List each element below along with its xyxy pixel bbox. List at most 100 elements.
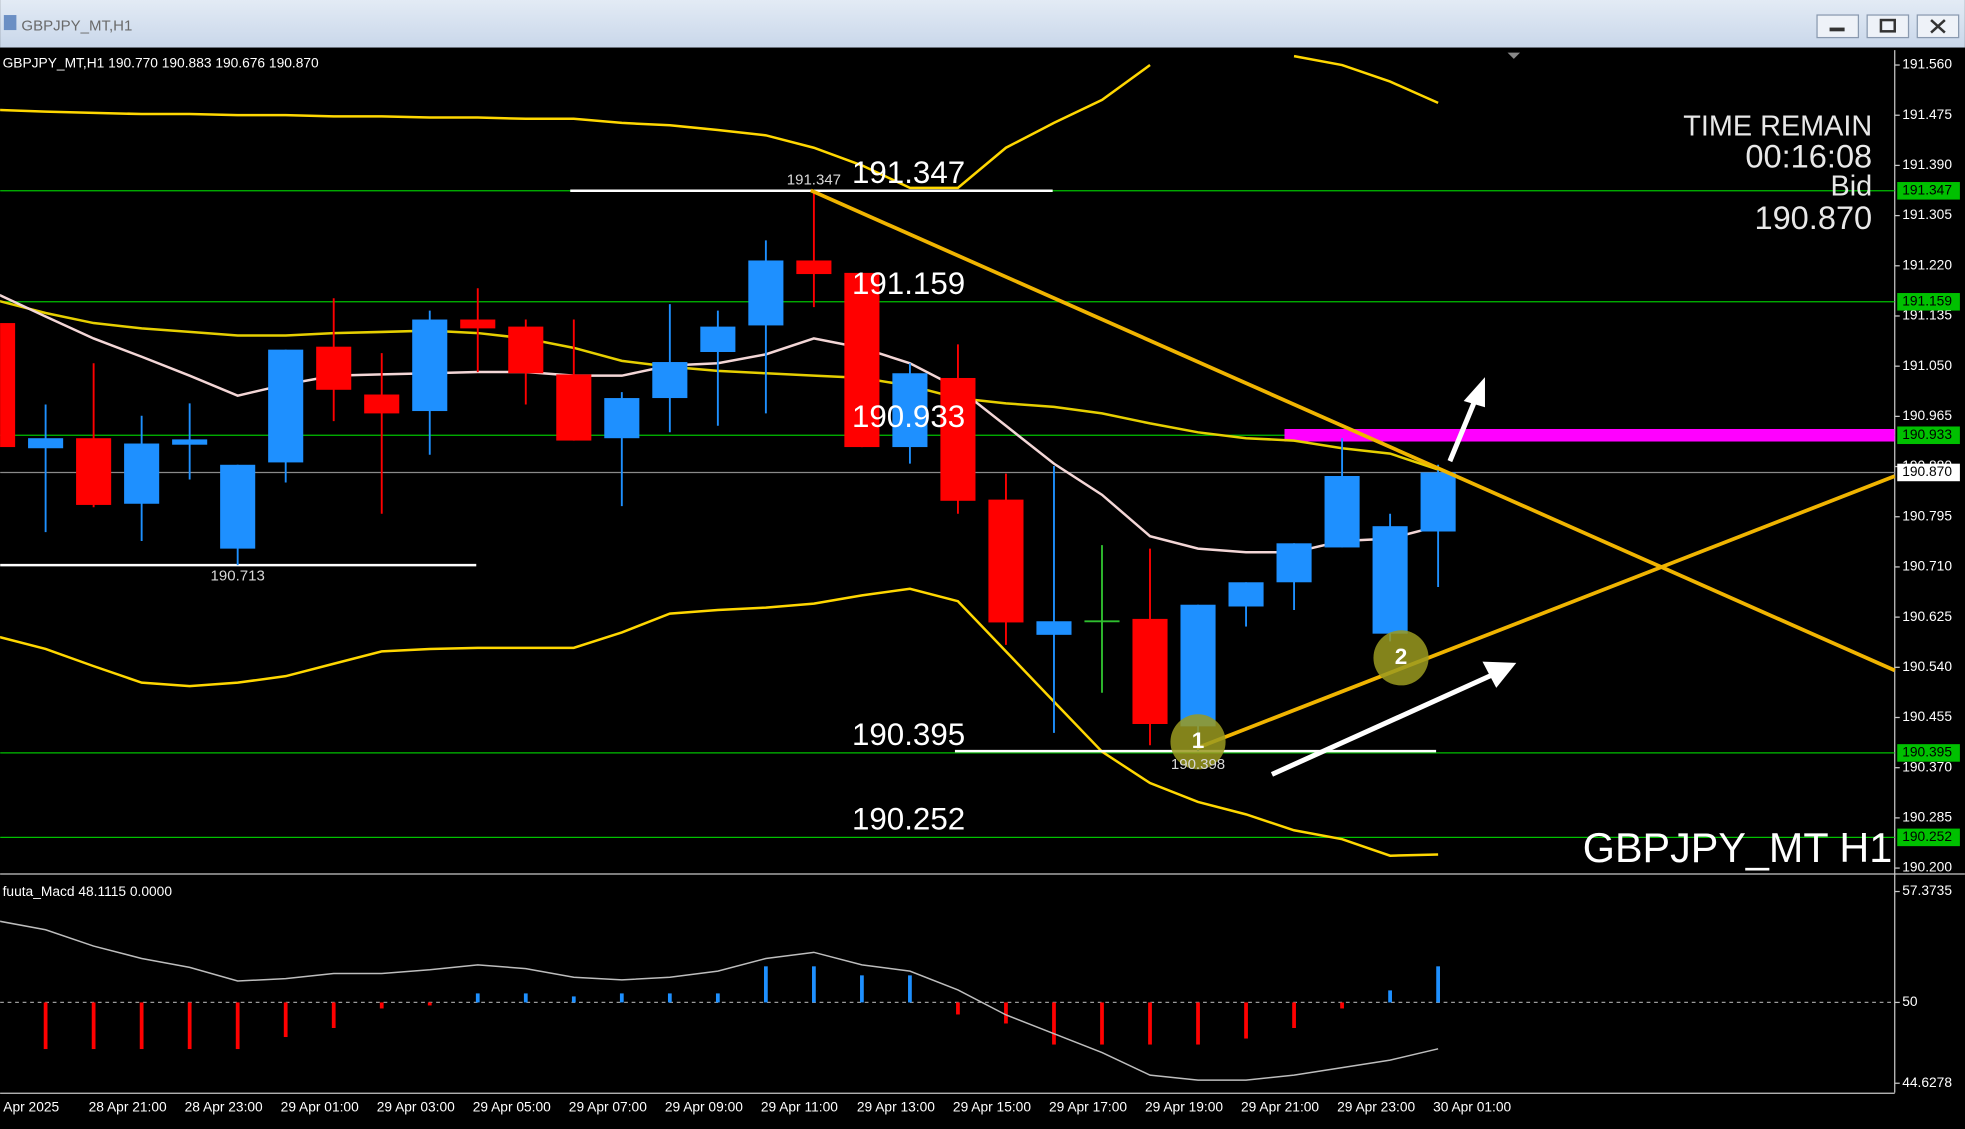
marker-circle xyxy=(1170,714,1226,770)
title-bar xyxy=(0,0,1965,48)
candle-body xyxy=(124,443,160,504)
y-tick-label: 190.710 xyxy=(1902,559,1952,574)
candle-body xyxy=(1372,526,1408,634)
histogram-bar xyxy=(1292,1002,1296,1029)
level-caption: 190.395 xyxy=(852,717,965,752)
marker-label: 1 xyxy=(1192,728,1205,753)
y-tick-label: 44.6278 xyxy=(1902,1075,1952,1090)
axes: 191.560 191.475 191.390 191.305 191.220 191.1… xyxy=(0,57,1960,1114)
histogram-bar xyxy=(1436,966,1440,1003)
candle-body xyxy=(1324,475,1360,548)
histogram-bar xyxy=(139,1002,144,1050)
candle-body xyxy=(1420,472,1456,532)
histogram-bar xyxy=(812,966,816,1003)
window-icon xyxy=(3,15,17,31)
histogram-bar xyxy=(1148,1002,1152,1045)
x-tick-label: 29 Apr 11:00 xyxy=(761,1099,838,1114)
histogram-bar xyxy=(1100,1002,1104,1045)
x-tick-label: 29 Apr 17:00 xyxy=(1049,1099,1127,1114)
candle-body xyxy=(844,272,880,448)
extreme-label: 190.713 xyxy=(211,567,265,584)
x-tick-label: 28 Apr 21:00 xyxy=(89,1099,167,1114)
histogram-bar xyxy=(860,975,864,1003)
histogram-bar xyxy=(427,1002,432,1006)
y-tick-label: 191.475 xyxy=(1902,107,1952,122)
candle-body xyxy=(652,362,688,399)
y-tick-label: 50 xyxy=(1902,994,1918,1009)
drawings: 1 2 GBPJPY_MT,H1 190.770 190.883 190.676… xyxy=(3,56,1896,899)
histogram-bar xyxy=(235,1002,240,1050)
candle-body xyxy=(460,319,496,329)
minimize-icon xyxy=(1829,27,1845,32)
restore-button[interactable] xyxy=(1866,14,1910,39)
marker-label: 2 xyxy=(1395,644,1408,669)
y-tick-label: 190.200 xyxy=(1902,860,1952,875)
window-title: GBPJPY_MT,H1 xyxy=(21,17,132,34)
candle-body xyxy=(940,377,976,501)
histogram-bar xyxy=(1196,1002,1200,1045)
minimize-button[interactable] xyxy=(1816,14,1860,39)
level-tag-label: 191.347 xyxy=(1902,182,1952,197)
y-tick-label: 190.540 xyxy=(1902,659,1952,674)
x-tick-label: 28 Apr 23:00 xyxy=(185,1099,263,1114)
level-caption: 191.159 xyxy=(852,266,965,301)
histogram-bar xyxy=(763,966,768,1003)
level-tag xyxy=(1897,293,1960,311)
candle-body xyxy=(172,439,208,445)
x-tick-label: 29 Apr 09:00 xyxy=(665,1099,743,1114)
arrow-shaft xyxy=(1447,402,1477,463)
arrow-shaft xyxy=(1270,673,1493,777)
candle-body xyxy=(1036,621,1072,635)
y-tick-label: 190.370 xyxy=(1902,759,1952,774)
x-tick-label: 29 Apr 01:00 xyxy=(281,1099,359,1114)
y-tick-label: 191.305 xyxy=(1902,207,1952,222)
histogram-bar xyxy=(1388,990,1392,1003)
histogram-bar xyxy=(475,993,480,1003)
histogram-bar xyxy=(619,993,624,1003)
window-buttons[interactable] xyxy=(1816,14,1960,39)
candle-body xyxy=(316,346,352,390)
level-tag-label: 190.870 xyxy=(1902,464,1952,479)
symbol-info: GBPJPY_MT,H1 190.770 190.883 190.676 190… xyxy=(3,56,319,71)
x-tick-label: 29 Apr 05:00 xyxy=(473,1099,551,1114)
symbol-watermark: GBPJPY_MT H1 xyxy=(1583,825,1892,871)
histogram-bar xyxy=(91,1002,96,1050)
histogram-bar xyxy=(1244,1002,1248,1039)
histogram-bar xyxy=(571,996,576,1003)
candle-body xyxy=(76,438,112,505)
trend-line-up xyxy=(1196,474,1896,750)
bid-label: Bid xyxy=(1831,171,1873,203)
x-tick-label: 8 Apr 2025 xyxy=(0,1099,60,1114)
histogram-bar xyxy=(187,1002,192,1050)
level-tag-label: 190.252 xyxy=(1902,829,1952,844)
y-tick-label: 191.560 xyxy=(1902,57,1952,72)
candle-body xyxy=(1180,604,1216,727)
level-tag-label: 191.159 xyxy=(1902,293,1952,308)
candle-body xyxy=(0,323,16,448)
histogram-bar xyxy=(908,975,912,1003)
macd-plot xyxy=(0,920,1895,1081)
level-tag xyxy=(1897,182,1960,200)
candle-body xyxy=(988,499,1024,623)
bid-value: 190.870 xyxy=(1754,200,1872,236)
close-icon xyxy=(1930,19,1946,34)
arrow-head xyxy=(1482,661,1517,688)
x-tick-label: 29 Apr 21:00 xyxy=(1241,1099,1319,1114)
candle-body xyxy=(892,373,928,448)
x-tick-label: 29 Apr 03:00 xyxy=(377,1099,455,1114)
indicator-line xyxy=(0,587,1439,857)
candle-body xyxy=(412,319,448,412)
histogram-bar xyxy=(331,1002,336,1029)
histogram-bar xyxy=(283,1002,288,1038)
candle-body xyxy=(796,260,832,275)
main-plot xyxy=(0,54,1895,857)
y-tick-label: 190.455 xyxy=(1902,709,1952,724)
level-tag-label: 190.395 xyxy=(1902,745,1952,760)
level-tag xyxy=(1897,426,1960,445)
candle-body xyxy=(700,326,736,352)
histogram-bar xyxy=(43,1002,48,1050)
level-tag xyxy=(1897,463,1960,482)
y-tick-label: 191.390 xyxy=(1902,157,1952,172)
y-tick-label: 191.220 xyxy=(1902,257,1952,272)
